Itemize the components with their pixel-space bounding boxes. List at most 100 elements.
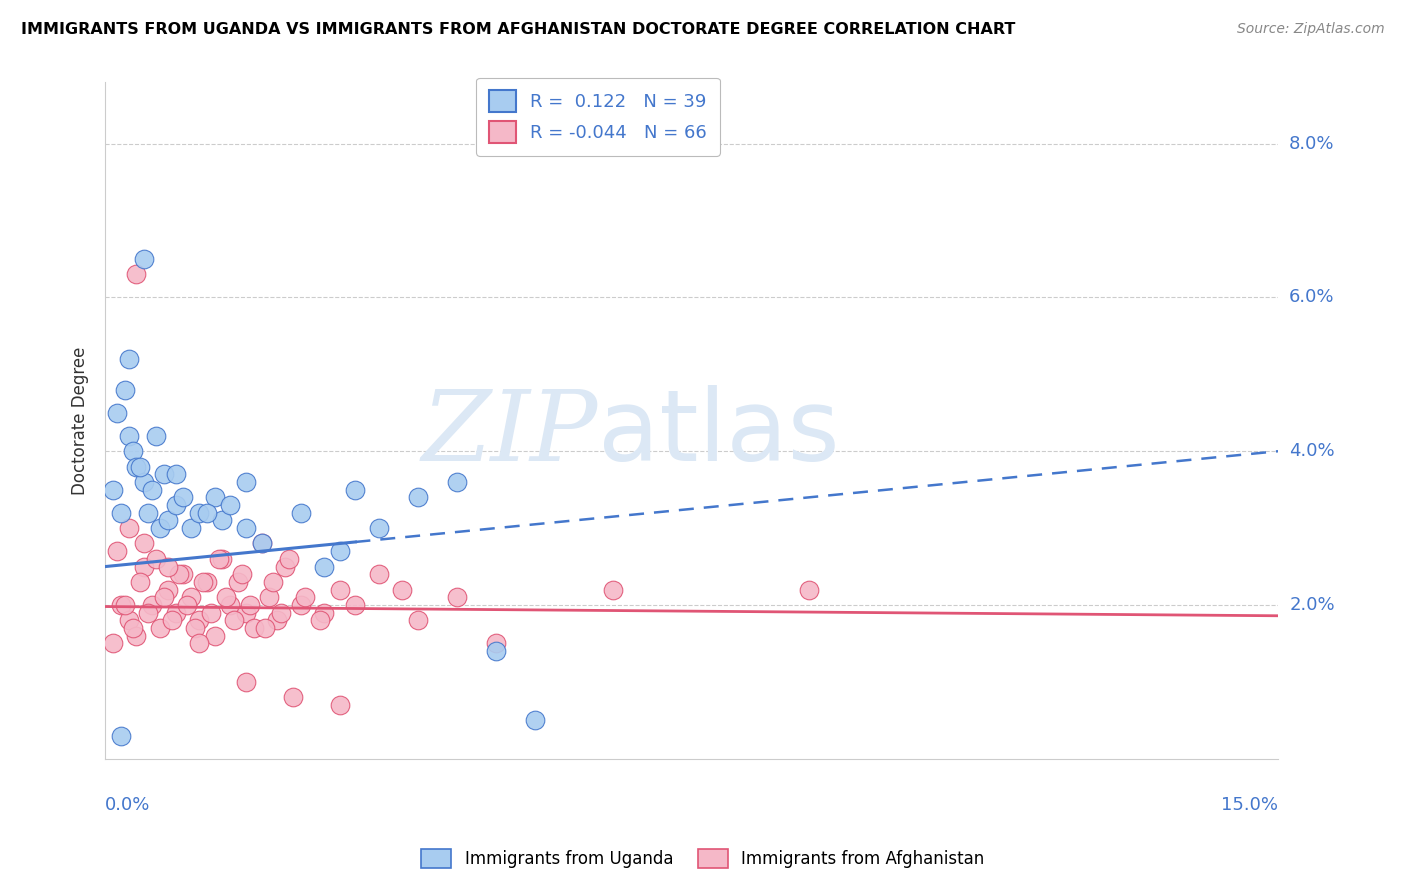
Point bbox=[101, 636, 124, 650]
Point bbox=[145, 552, 167, 566]
Point bbox=[274, 559, 297, 574]
Point bbox=[235, 475, 257, 489]
Point bbox=[188, 613, 211, 627]
Point bbox=[235, 674, 257, 689]
Point bbox=[231, 567, 253, 582]
Text: IMMIGRANTS FROM UGANDA VS IMMIGRANTS FROM AFGHANISTAN DOCTORATE DEGREE CORRELATI: IMMIGRANTS FROM UGANDA VS IMMIGRANTS FRO… bbox=[21, 22, 1015, 37]
Point bbox=[165, 467, 187, 482]
Point bbox=[797, 582, 820, 597]
Point bbox=[281, 690, 304, 705]
Point bbox=[485, 636, 508, 650]
Point bbox=[101, 483, 124, 497]
Point bbox=[195, 506, 218, 520]
Point bbox=[184, 621, 207, 635]
Point bbox=[329, 698, 352, 712]
Text: 15.0%: 15.0% bbox=[1220, 796, 1278, 814]
Point bbox=[309, 613, 332, 627]
Point bbox=[406, 613, 429, 627]
Point bbox=[160, 613, 183, 627]
Point bbox=[204, 629, 226, 643]
Point bbox=[114, 598, 136, 612]
Text: atlas: atlas bbox=[598, 385, 839, 483]
Point bbox=[344, 598, 367, 612]
Point bbox=[270, 606, 292, 620]
Point bbox=[204, 491, 226, 505]
Point bbox=[169, 567, 191, 582]
Point bbox=[125, 268, 148, 282]
Point bbox=[250, 536, 273, 550]
Point bbox=[129, 459, 152, 474]
Text: 4.0%: 4.0% bbox=[1289, 442, 1334, 460]
Point bbox=[207, 552, 229, 566]
Text: Source: ZipAtlas.com: Source: ZipAtlas.com bbox=[1237, 22, 1385, 37]
Point bbox=[153, 591, 176, 605]
Point bbox=[391, 582, 413, 597]
Point bbox=[134, 252, 156, 266]
Point bbox=[239, 598, 262, 612]
Point bbox=[118, 521, 141, 535]
Point bbox=[344, 483, 367, 497]
Point bbox=[165, 498, 187, 512]
Text: 6.0%: 6.0% bbox=[1289, 288, 1334, 307]
Point bbox=[172, 491, 194, 505]
Point bbox=[290, 506, 312, 520]
Point bbox=[118, 351, 141, 366]
Point bbox=[121, 621, 143, 635]
Point bbox=[136, 606, 159, 620]
Point bbox=[259, 591, 281, 605]
Point bbox=[219, 498, 242, 512]
Point bbox=[294, 591, 316, 605]
Point bbox=[129, 574, 152, 589]
Point bbox=[211, 513, 233, 527]
Point bbox=[262, 574, 284, 589]
Point bbox=[149, 521, 172, 535]
Point bbox=[141, 598, 163, 612]
Point bbox=[329, 582, 352, 597]
Point bbox=[156, 559, 179, 574]
Point bbox=[172, 567, 194, 582]
Point bbox=[215, 591, 238, 605]
Point bbox=[219, 598, 242, 612]
Point bbox=[110, 506, 132, 520]
Point bbox=[134, 559, 156, 574]
Point bbox=[156, 582, 179, 597]
Point bbox=[524, 714, 547, 728]
Point bbox=[191, 574, 214, 589]
Point bbox=[235, 606, 257, 620]
Point bbox=[314, 606, 336, 620]
Text: 0.0%: 0.0% bbox=[105, 796, 150, 814]
Point bbox=[165, 606, 187, 620]
Point bbox=[242, 621, 264, 635]
Text: 2.0%: 2.0% bbox=[1289, 596, 1334, 614]
Point bbox=[121, 444, 143, 458]
Point bbox=[195, 574, 218, 589]
Point bbox=[180, 521, 202, 535]
Point bbox=[314, 559, 336, 574]
Point bbox=[254, 621, 277, 635]
Point bbox=[446, 475, 468, 489]
Point bbox=[188, 506, 211, 520]
Point bbox=[211, 552, 233, 566]
Point bbox=[141, 483, 163, 497]
Text: ZIP: ZIP bbox=[422, 386, 598, 482]
Legend: Immigrants from Uganda, Immigrants from Afghanistan: Immigrants from Uganda, Immigrants from … bbox=[415, 842, 991, 875]
Point bbox=[134, 536, 156, 550]
Point bbox=[226, 574, 249, 589]
Point bbox=[136, 506, 159, 520]
Point bbox=[118, 613, 141, 627]
Point bbox=[156, 513, 179, 527]
Point bbox=[153, 467, 176, 482]
Point bbox=[406, 491, 429, 505]
Point bbox=[290, 598, 312, 612]
Point bbox=[602, 582, 624, 597]
Point bbox=[278, 552, 301, 566]
Y-axis label: Doctorate Degree: Doctorate Degree bbox=[72, 346, 89, 495]
Point bbox=[118, 429, 141, 443]
Point bbox=[224, 613, 246, 627]
Legend: R =  0.122   N = 39, R = -0.044   N = 66: R = 0.122 N = 39, R = -0.044 N = 66 bbox=[477, 78, 720, 156]
Point bbox=[149, 621, 172, 635]
Point bbox=[125, 629, 148, 643]
Point bbox=[188, 636, 211, 650]
Text: 8.0%: 8.0% bbox=[1289, 135, 1334, 153]
Point bbox=[180, 591, 202, 605]
